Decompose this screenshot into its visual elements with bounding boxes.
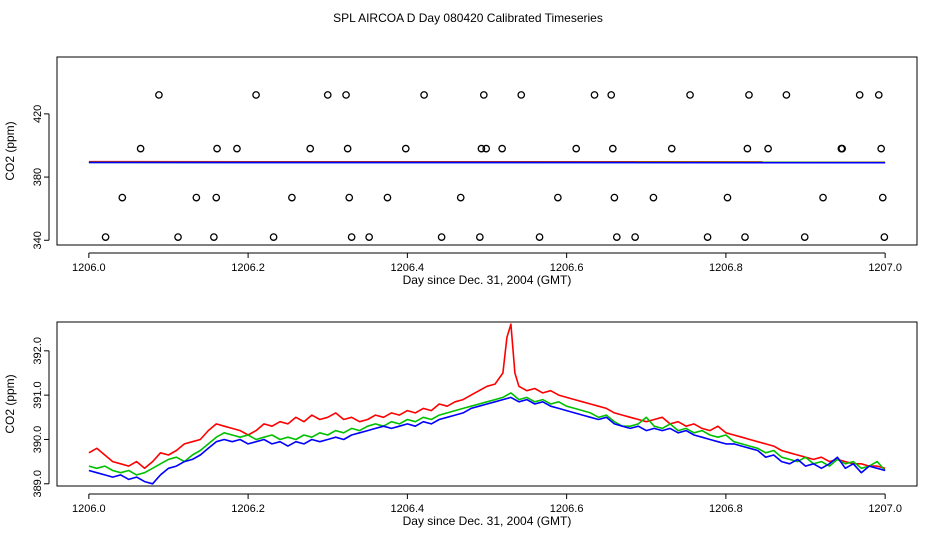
figure-title: SPL AIRCOA D Day 080420 Calibrated Times…: [333, 11, 603, 25]
bottom-plot-frame: [56, 321, 918, 487]
top-calibration-point: [210, 233, 218, 241]
top-calibration-point: [192, 193, 201, 202]
bottom-x-tick-label: 1206.2: [231, 503, 265, 515]
top-calibration-point: [383, 193, 392, 202]
top-calibration-point: [136, 144, 145, 153]
bottom-y-tick-label: 389.0: [32, 470, 44, 498]
top-calibration-point: [649, 193, 658, 202]
top-calibration-point: [482, 144, 491, 153]
top-y-tick-label: 380: [32, 168, 44, 186]
top-panel: 1206.0 1206.2 1206.4 1206.6 1206.8 1207.0 Day …: [3, 56, 918, 287]
top-calibration-point: [572, 144, 581, 153]
bottom-y-axis-label: CO2 (ppm): [3, 374, 17, 433]
top-calibration-point: [880, 233, 889, 241]
top-y-tick-label: 340: [32, 231, 44, 249]
bottom-y-tick-label: 391.0: [32, 381, 44, 409]
top-calibration-point: [420, 91, 428, 99]
top-calibration-point: [745, 91, 753, 99]
top-calibration-point: [269, 233, 278, 241]
top-calibration-point: [610, 193, 619, 202]
top-calibration-point: [877, 144, 886, 153]
top-calibration-point: [347, 233, 356, 241]
top-calibration-point: [800, 233, 809, 241]
top-calibration-point: [723, 193, 732, 202]
bottom-x-tick-label: 1206.8: [709, 503, 743, 515]
top-calibration-point: [155, 91, 163, 99]
top-y-tick-label: 420: [32, 105, 44, 123]
top-calibration-point: [306, 144, 315, 153]
top-calibration-point: [174, 233, 182, 241]
top-calibration-point: [612, 233, 621, 241]
top-calibration-point: [342, 91, 350, 99]
top-x-tick-label: 1206.8: [709, 262, 743, 274]
top-calibration-point: [782, 91, 791, 99]
top-calibration-point: [878, 193, 887, 202]
top-calibration-point: [456, 193, 465, 202]
top-calibration-point: [741, 233, 749, 241]
top-x-tick-label: 1206.6: [550, 262, 584, 274]
bottom-x-axis-label: Day since Dec. 31, 2004 (GMT): [403, 514, 572, 528]
top-calibration-point: [590, 91, 599, 99]
top-calibration-point: [212, 193, 221, 202]
top-calibration-point: [819, 193, 827, 202]
top-calibration-point: [345, 193, 354, 202]
bottom-series-green-line: [88, 392, 886, 476]
top-calibration-point: [323, 91, 332, 99]
top-calibration-point: [252, 91, 260, 99]
top-calibration-point: [631, 233, 639, 241]
top-calibration-point: [855, 91, 864, 99]
top-calibration-point: [437, 233, 446, 241]
top-calibration-point: [477, 144, 486, 153]
top-calibration-point: [607, 91, 616, 99]
bottom-panel: 1206.0 1206.2 1206.4 1206.6 1206.8 1207.0 Day …: [3, 321, 918, 528]
top-calibration-point: [874, 91, 883, 99]
top-calibration-point: [365, 233, 373, 241]
top-calibration-point: [517, 91, 526, 99]
top-x-tick-label: 1206.4: [391, 262, 425, 274]
top-y-axis-label: CO2 (ppm): [3, 121, 17, 180]
top-calibration-point: [401, 144, 410, 153]
top-calibration-point: [288, 193, 296, 202]
top-plot-frame: [56, 56, 918, 246]
top-x-tick-label: 1206.0: [72, 262, 106, 274]
bottom-y-tick-label: 392.0: [32, 337, 44, 365]
top-calibration-point: [498, 144, 506, 153]
bottom-x-tick-label: 1206.4: [391, 503, 425, 515]
top-calibration-point: [554, 193, 562, 202]
top-calibration-point: [838, 144, 846, 153]
top-calibration-point: [667, 144, 676, 153]
top-calibration-point: [213, 144, 221, 153]
top-calibration-point: [535, 233, 544, 241]
top-calibration-point: [343, 144, 352, 153]
bottom-x-tick-label: 1206.6: [550, 503, 584, 515]
top-calibration-point: [686, 91, 694, 99]
top-x-tick-label: 1207.0: [868, 262, 902, 274]
top-calibration-point: [101, 233, 110, 241]
bottom-x-tick-label: 1206.0: [72, 503, 106, 515]
bottom-series-blue-line: [88, 396, 886, 485]
top-x-tick-label: 1206.2: [231, 262, 265, 274]
top-calibration-point: [233, 144, 241, 153]
top-calibration-point: [743, 144, 752, 153]
bottom-y-tick-label: 390.0: [32, 426, 44, 454]
top-calibration-point: [475, 233, 484, 241]
top-calibration-point: [764, 144, 772, 153]
bottom-series-red-line: [88, 323, 886, 470]
bottom-x-tick-label: 1207.0: [868, 503, 902, 515]
top-calibration-point: [479, 91, 488, 99]
top-calibration-point: [703, 233, 712, 241]
top-calibration-point: [118, 193, 127, 202]
top-x-axis-label: Day since Dec. 31, 2004 (GMT): [403, 273, 572, 287]
top-calibration-point: [608, 144, 617, 153]
